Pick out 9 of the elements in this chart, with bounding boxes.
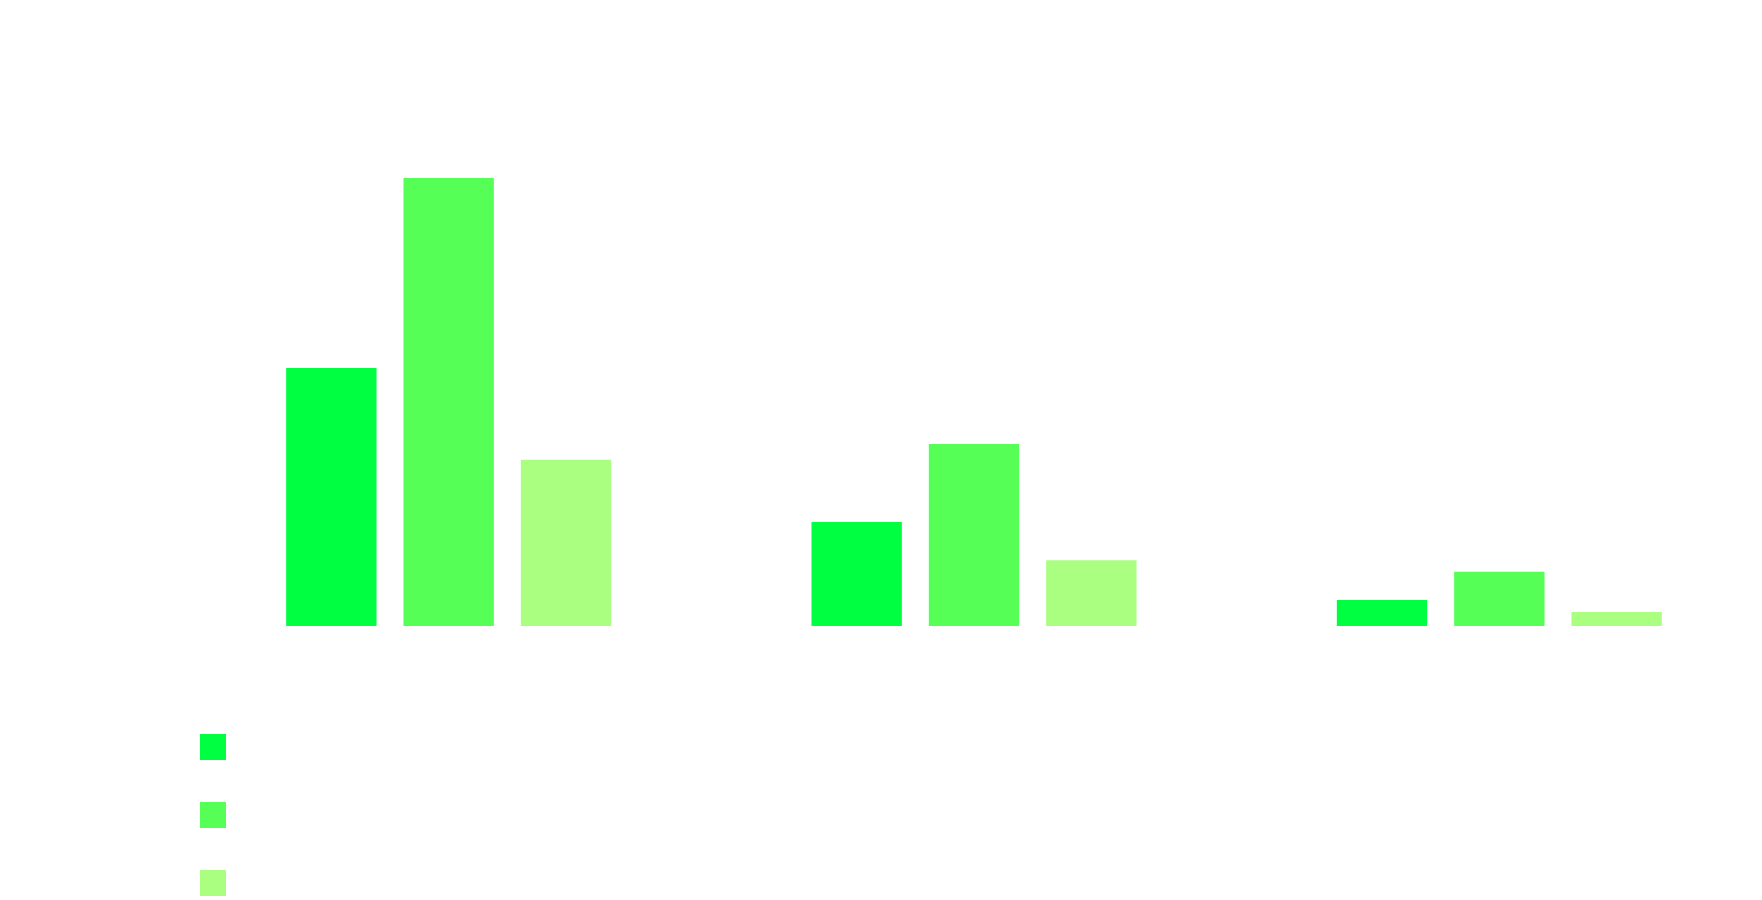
bar [928,444,1020,626]
bar [1571,612,1662,626]
bar [403,178,494,626]
bar [286,367,377,626]
bar [1454,571,1545,626]
bar [1046,560,1137,626]
bar [811,522,902,626]
bar [1336,600,1428,626]
bar [520,459,612,626]
